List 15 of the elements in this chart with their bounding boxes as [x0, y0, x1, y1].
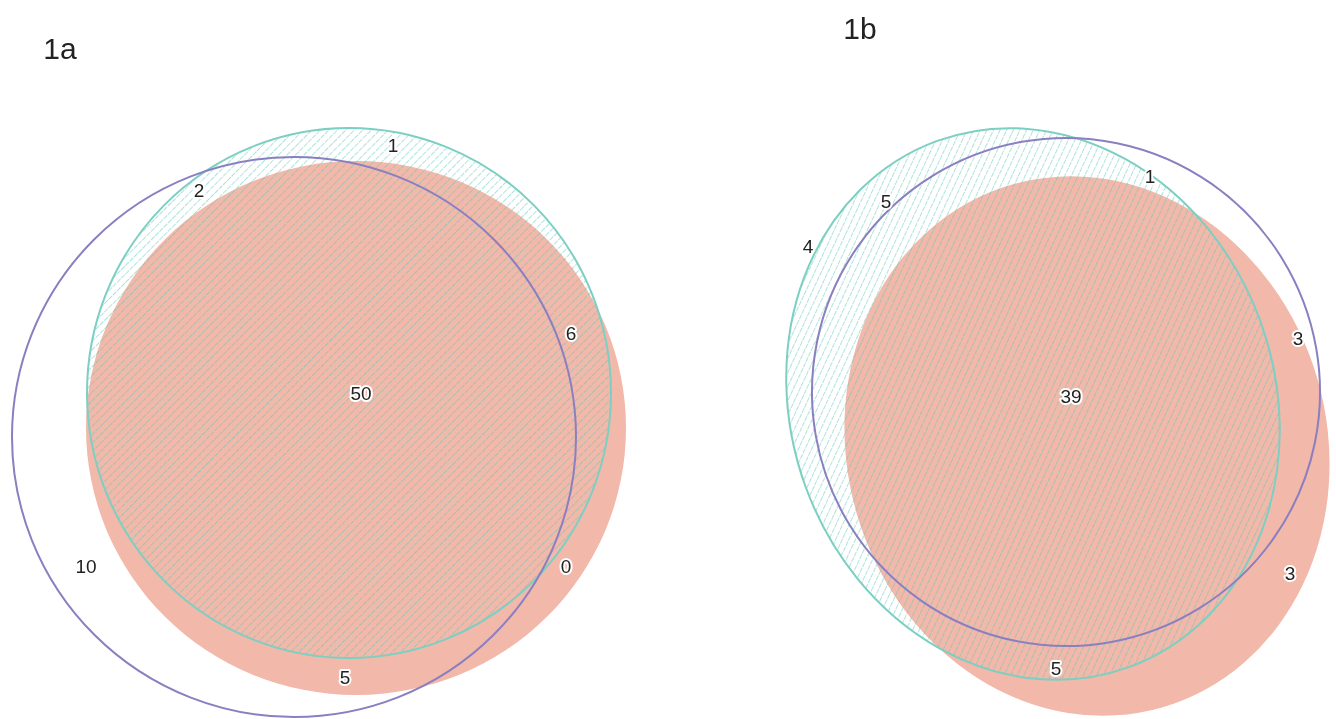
text: 1a: [43, 31, 77, 65]
data-label: 5: [1050, 657, 1062, 679]
data-label: 10: [75, 555, 97, 577]
data-label: 0: [560, 555, 572, 577]
data-label: 6: [565, 322, 577, 344]
data-label: 39: [1060, 385, 1082, 407]
data-label: 3: [1292, 327, 1304, 349]
data-label: 3: [1284, 562, 1296, 584]
data-label: 5: [880, 190, 892, 212]
data-label: 1: [387, 134, 399, 156]
data-label: 5: [339, 666, 351, 688]
text: 1b: [843, 11, 877, 45]
data-label: 50: [350, 382, 372, 404]
data-label: 4: [802, 235, 814, 257]
data-label: 2: [193, 179, 205, 201]
